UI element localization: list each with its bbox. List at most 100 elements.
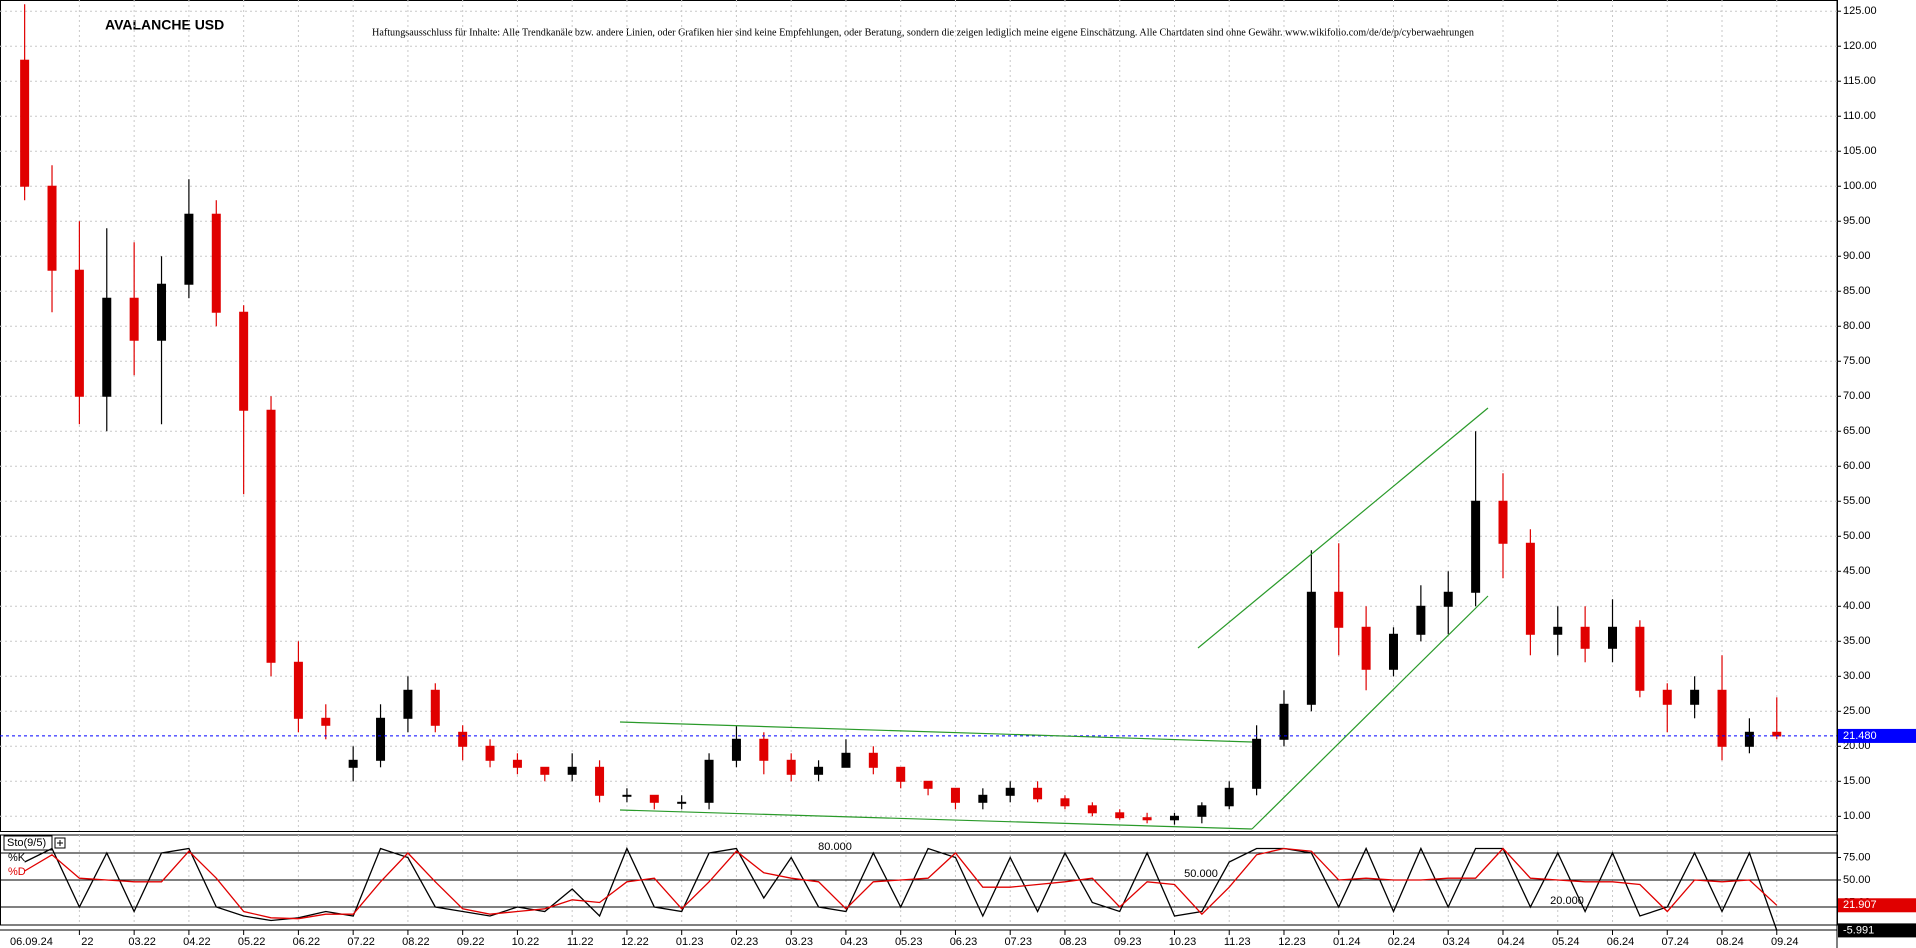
expand-icon [57, 840, 63, 846]
x-tick-label: 06.23 [950, 936, 978, 948]
x-tick-label: 02.24 [1388, 936, 1416, 948]
candle-body [649, 794, 659, 803]
x-tick-label: 08.24 [1716, 936, 1744, 948]
candle-body [20, 59, 30, 187]
x-tick-label: 05.22 [238, 936, 266, 948]
indicator-title: Sto(9/5) [7, 837, 46, 849]
x-tick-label: 06.24 [1607, 936, 1635, 948]
legend-entry: %K [8, 852, 26, 864]
x-tick-label: 08.23 [1059, 936, 1087, 948]
candle-body [540, 766, 550, 775]
last-value-label: -5.991 [1843, 924, 1874, 936]
y-tick-label: 75.00 [1843, 851, 1871, 863]
candle-body [868, 752, 878, 768]
candle-body [485, 745, 495, 761]
x-tick-label: 06.22 [293, 936, 321, 948]
trend-line [1251, 595, 1489, 830]
x-tick-label: 07.22 [347, 936, 375, 948]
candle-body [129, 297, 139, 341]
candle-body [1279, 703, 1289, 740]
chart-title: AVALANCHE USD [105, 17, 224, 33]
x-tick-label: 05.24 [1552, 936, 1580, 948]
candle-body [1717, 689, 1727, 747]
y-tick-label: 70.00 [1843, 390, 1871, 402]
candle-body [1416, 605, 1426, 635]
candle-body [1498, 500, 1508, 544]
candle-body [211, 213, 221, 313]
candle-body [978, 794, 988, 803]
trend-lines [619, 407, 1489, 830]
candle-body [567, 766, 577, 775]
candle-body [1087, 805, 1097, 814]
y-tick-label: 100.00 [1843, 180, 1877, 192]
candle-body [786, 759, 796, 775]
x-tick-label: 10.22 [512, 936, 540, 948]
y-tick-label: 85.00 [1843, 285, 1871, 297]
candle-body [47, 185, 57, 271]
x-tick-label: 10.23 [1169, 936, 1197, 948]
candle-body [348, 759, 358, 768]
y-tick-label: 10.00 [1843, 810, 1871, 822]
candle-body [841, 752, 851, 768]
candle-body [1169, 815, 1179, 821]
candle-body [704, 759, 714, 803]
x-tick-label: 09.22 [457, 936, 485, 948]
disclaimer: Haftungsausschluss für Inhalte: Alle Tre… [372, 27, 1474, 38]
trend-line [619, 721, 1253, 743]
candle-body [1388, 633, 1398, 670]
y-tick-label: 50.00 [1843, 530, 1871, 542]
y-tick-label: 50.00 [1843, 874, 1871, 886]
candle-body [1443, 591, 1453, 607]
last-value-label: 21.907 [1843, 899, 1877, 911]
candle-body [1662, 689, 1672, 705]
candle-body [1033, 787, 1043, 800]
candle-body [376, 717, 386, 761]
y-tick-label: 90.00 [1843, 250, 1871, 262]
candle-body [1252, 738, 1262, 789]
trend-line [1197, 407, 1489, 649]
last-price-box [1838, 728, 1916, 743]
candle-body [1142, 817, 1152, 821]
indicator-line [24, 847, 1778, 920]
candle-body [458, 731, 468, 747]
date-stamp: 06.09.24 [10, 936, 53, 948]
candle-body [814, 766, 824, 775]
y-tick-label: 60.00 [1843, 460, 1871, 472]
last-value-box [1838, 898, 1916, 913]
candle-body [1361, 626, 1371, 670]
x-tick-label: 08.22 [402, 936, 430, 948]
y-tick-label: 105.00 [1843, 145, 1877, 157]
x-tick-label: 04.23 [840, 936, 868, 948]
y-tick-label: 80.00 [1843, 320, 1871, 332]
x-tick-label: 02.23 [731, 936, 759, 948]
candle-body [239, 311, 249, 411]
x-tick-label: 07.24 [1661, 936, 1689, 948]
y-tick-label: 120.00 [1843, 40, 1877, 52]
y-tick-label: 45.00 [1843, 565, 1871, 577]
x-tick-label: 09.23 [1114, 936, 1142, 948]
y-tick-label: 95.00 [1843, 215, 1871, 227]
y-tick-label: 25.00 [1843, 705, 1871, 717]
y-tick-label: 30.00 [1843, 670, 1871, 682]
candle-body [430, 689, 440, 726]
candle-body [622, 794, 632, 797]
x-tick-label: 04.24 [1497, 936, 1525, 948]
candle-body [1608, 626, 1618, 649]
candle-body [157, 283, 167, 341]
candle-body [1224, 787, 1234, 807]
candle-body [1772, 731, 1782, 737]
candle-body [1197, 805, 1207, 817]
indicator-box [3, 835, 53, 851]
candle-body [1635, 626, 1645, 691]
x-tick-label: 01.24 [1333, 936, 1361, 948]
x-tick-label: 03.22 [128, 936, 156, 948]
candle-body [677, 801, 687, 804]
x-tick-label: 12.23 [1278, 936, 1306, 948]
candle-body [1690, 689, 1700, 705]
candle-body [923, 780, 933, 789]
x-tick-label: 07.23 [1004, 936, 1032, 948]
candle-body [1525, 542, 1535, 635]
candle-body [184, 213, 194, 285]
